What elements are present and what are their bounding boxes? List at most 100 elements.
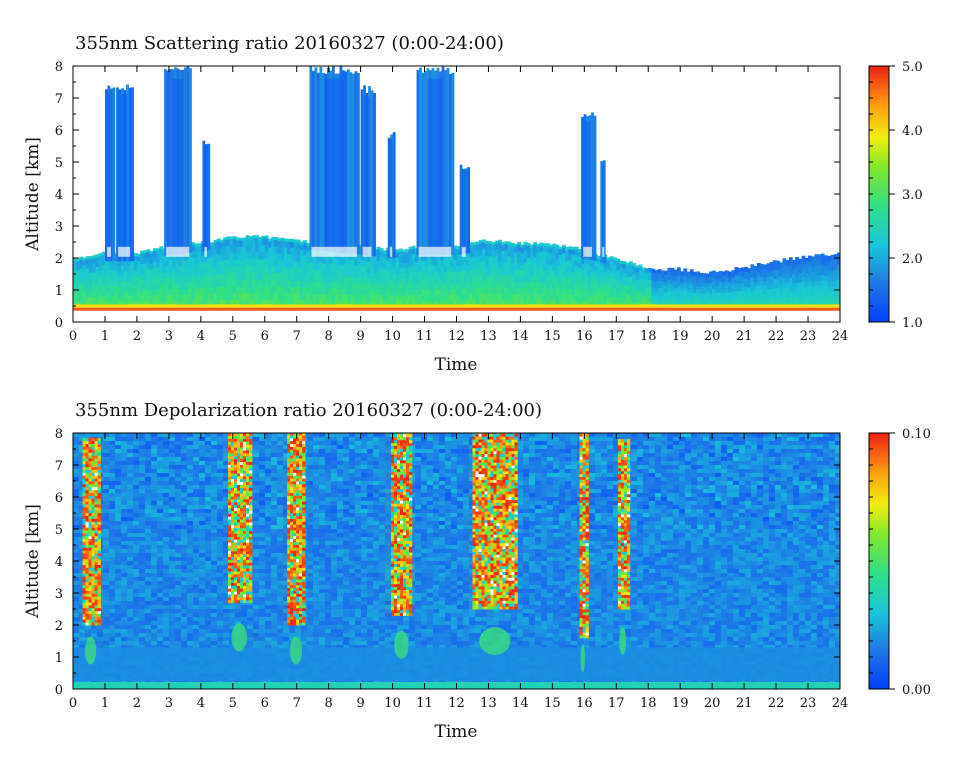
aerosol-layer-cell xyxy=(165,288,170,296)
aerosol-layer-cell xyxy=(152,300,157,307)
layer-top-edge xyxy=(136,253,141,257)
depol-cell xyxy=(175,573,182,578)
depol-cell xyxy=(259,537,266,542)
depol-cell xyxy=(109,613,116,618)
depol-cell xyxy=(211,457,218,462)
aerosol-layer-cell xyxy=(801,295,806,302)
layer-top-edge xyxy=(478,240,483,244)
depol-cell xyxy=(163,441,170,446)
depol-cell xyxy=(187,589,194,594)
aerosol-layer-cell xyxy=(421,265,426,273)
aerosol-layer-cell xyxy=(149,263,154,270)
aerosol-layer-cell xyxy=(232,251,237,260)
aerosol-layer-cell xyxy=(466,253,470,261)
depol-cell xyxy=(175,489,182,494)
aerosol-layer-cell xyxy=(469,281,474,289)
aerosol-layer-cell xyxy=(360,253,365,261)
depol-cell xyxy=(103,445,110,450)
aerosol-layer-cell xyxy=(696,285,700,290)
aerosol-layer-cell xyxy=(133,300,138,307)
depol-cell xyxy=(265,581,272,586)
aerosol-layer-cell xyxy=(760,276,764,282)
depol-cell xyxy=(133,545,140,550)
aerosol-layer-cell xyxy=(769,275,774,281)
aerosol-layer-cell xyxy=(319,280,323,288)
aerosol-layer-cell xyxy=(315,275,320,283)
aerosol-layer-cell xyxy=(207,275,212,283)
aerosol-layer-cell xyxy=(338,288,343,295)
aerosol-layer-cell xyxy=(411,282,416,290)
depol-cell xyxy=(175,617,182,622)
depol-cell xyxy=(121,601,128,606)
aerosol-layer-cell xyxy=(632,281,637,287)
depol-cell xyxy=(199,581,206,586)
depol-cell xyxy=(145,465,152,470)
aerosol-layer-cell xyxy=(680,274,685,279)
layer-top-edge xyxy=(555,244,560,248)
layer-top-edge xyxy=(606,257,611,261)
depol-cell xyxy=(133,505,140,510)
aerosol-layer-cell xyxy=(152,294,157,302)
depol-cell xyxy=(115,521,122,526)
aerosol-layer-cell xyxy=(804,257,809,264)
layer-top-edge xyxy=(597,255,601,259)
aerosol-layer-cell xyxy=(315,281,320,289)
depol-cell xyxy=(73,597,80,602)
aerosol-layer-cell xyxy=(287,253,291,262)
depol-cell xyxy=(199,565,206,570)
aerosol-layer-cell xyxy=(290,273,295,281)
cloud-column-cell xyxy=(464,168,468,254)
aerosol-layer-cell xyxy=(152,250,157,257)
aerosol-layer-cell xyxy=(836,252,840,259)
depol-cell xyxy=(115,601,122,606)
aerosol-layer-cell xyxy=(664,277,669,282)
aerosol-layer-cell xyxy=(625,281,630,286)
aerosol-layer-cell xyxy=(686,281,691,287)
depol-cell xyxy=(139,517,146,522)
aerosol-layer-cell xyxy=(299,256,304,263)
depol-cell xyxy=(79,577,86,582)
aerosol-layer-cell xyxy=(443,260,448,267)
depol-cell xyxy=(187,541,194,546)
depol-cell xyxy=(103,513,110,518)
aerosol-layer-cell xyxy=(728,278,732,283)
aerosol-layer-cell xyxy=(645,279,649,284)
aerosol-layer-cell xyxy=(76,296,80,303)
depol-cell xyxy=(247,633,254,638)
aerosol-layer-cell xyxy=(143,257,148,264)
aerosol-layer-cell xyxy=(188,269,192,276)
aerosol-layer-cell xyxy=(609,267,614,274)
depol-cell xyxy=(103,573,110,578)
depol-cell xyxy=(103,645,110,650)
aerosol-layer-cell xyxy=(421,271,426,279)
aerosol-layer-cell xyxy=(571,265,576,273)
aerosol-layer-cell xyxy=(143,268,148,275)
aerosol-layer-cell xyxy=(478,248,483,256)
aerosol-layer-cell xyxy=(98,290,103,297)
aerosol-layer-cell xyxy=(411,271,416,278)
aerosol-layer-cell xyxy=(552,263,557,271)
depol-cell xyxy=(271,433,278,438)
aerosol-layer-cell xyxy=(622,280,627,286)
aerosol-layer-cell xyxy=(127,280,132,287)
aerosol-layer-cell xyxy=(645,283,649,288)
aerosol-layer-cell xyxy=(670,283,675,288)
aerosol-layer-cell xyxy=(386,272,390,279)
depol-cell xyxy=(253,629,260,634)
depol-cell xyxy=(127,445,134,450)
aerosol-layer-cell xyxy=(159,259,164,267)
depol-cell xyxy=(265,593,272,598)
depol-cell xyxy=(151,565,158,570)
aerosol-layer-cell xyxy=(613,259,617,265)
depol-cell xyxy=(187,629,194,634)
aerosol-layer-cell xyxy=(242,292,247,300)
depol-cell xyxy=(121,641,128,646)
aerosol-layer-cell xyxy=(708,278,713,283)
aerosol-layer-cell xyxy=(258,272,263,280)
aerosol-layer-cell xyxy=(836,273,840,280)
aerosol-layer-cell xyxy=(472,262,477,270)
aerosol-layer-cell xyxy=(494,286,499,294)
aerosol-layer-cell xyxy=(737,267,742,273)
cloud-column-cell xyxy=(344,71,348,254)
depol-cell xyxy=(265,533,272,538)
